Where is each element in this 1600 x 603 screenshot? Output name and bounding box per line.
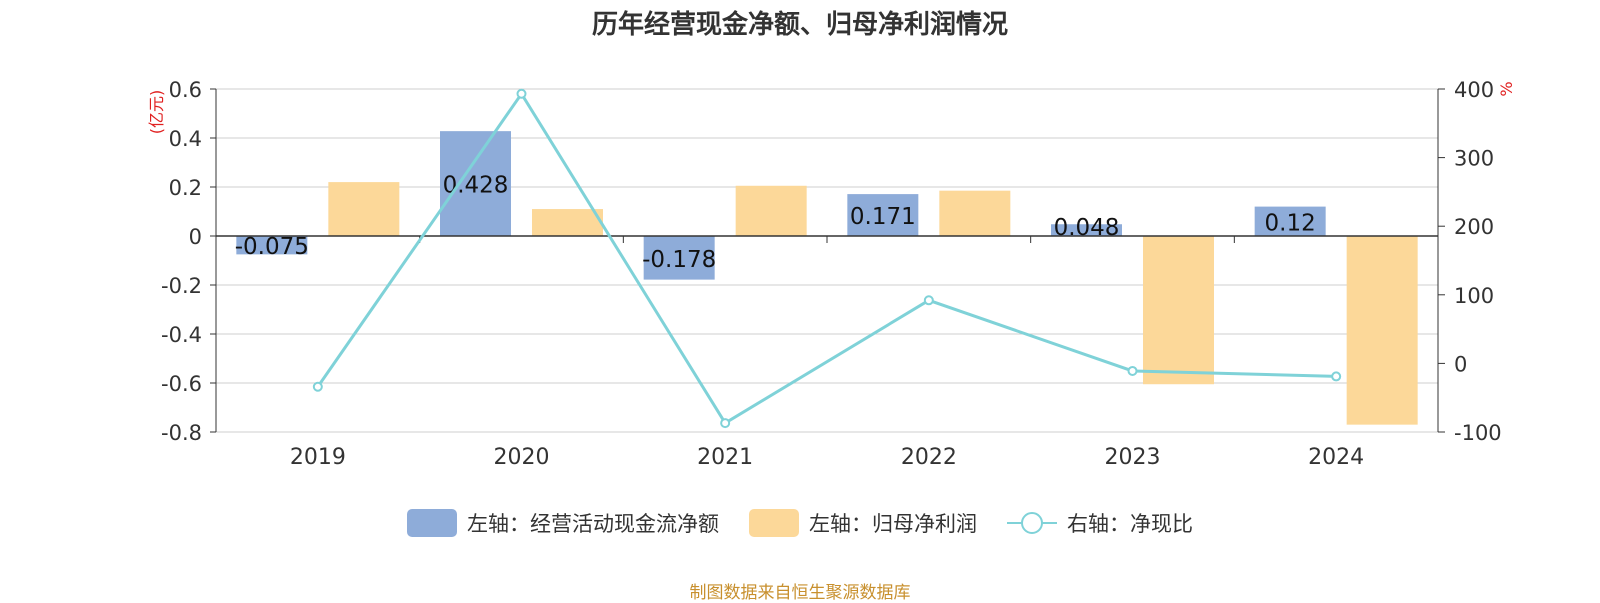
- y-right-tick-label: 0: [1454, 352, 1467, 376]
- y-left-tick-label: -0.6: [161, 372, 202, 396]
- y-right-tick-label: 200: [1454, 215, 1494, 239]
- bar-profit: [532, 209, 603, 236]
- bar-data-label: 0.171: [850, 204, 916, 230]
- chart-area: 0.6 0.4 0.2 0 -0.2 -0.4 -0.6 -0.8 400 300 200 100 0 -…: [147, 78, 1516, 470]
- y-right-tick-label: 300: [1454, 147, 1494, 171]
- legend-label-profit: 左轴：归母净利润: [809, 512, 977, 536]
- y-left-tick-label: -0.8: [161, 421, 202, 445]
- bar-data-label: -0.075: [235, 234, 309, 260]
- y-right-tick-label: 400: [1454, 78, 1494, 102]
- bar-data-label: 0.428: [443, 173, 509, 199]
- x-tick-label: 2023: [1105, 445, 1161, 470]
- y-left-tick-label: 0.2: [169, 176, 202, 200]
- legend-item-ratio[interactable]: 右轴：净现比: [1007, 508, 1193, 538]
- bar-profit: [939, 190, 1011, 236]
- ratio-line: [316, 91, 1337, 426]
- legend: 左轴：经营活动现金流净额 左轴：归母净利润 右轴：净现比: [0, 508, 1600, 538]
- bar-cash: [643, 236, 715, 280]
- x-tick-label: 2020: [494, 445, 550, 470]
- bar-data-label: 0.048: [1054, 215, 1120, 241]
- source-note: 制图数据来自恒生聚源数据库: [689, 583, 911, 603]
- y-left-tick-label: 0.4: [169, 127, 202, 151]
- chart-title: 历年经营现金净额、归母净利润情况: [591, 10, 1008, 40]
- x-tick-label: 2024: [1308, 445, 1364, 470]
- ratio-point: [1331, 371, 1342, 382]
- ratio-point: [516, 88, 527, 99]
- bar-cash: [236, 236, 308, 255]
- x-tick-label: 2022: [901, 445, 957, 470]
- bar-profit: [1346, 236, 1418, 425]
- legend-item-profit[interactable]: 左轴：归母净利润: [749, 508, 977, 538]
- y-left-tick-label: 0.6: [169, 78, 202, 102]
- bar-cash: [440, 131, 511, 236]
- y-left-tick-label: -0.2: [161, 274, 202, 298]
- legend-label-cash: 左轴：经营活动现金流净额: [467, 512, 719, 536]
- bar-cash: [1051, 224, 1122, 236]
- bar-profit: [328, 182, 400, 236]
- y-right-tick-label: 100: [1454, 284, 1494, 308]
- y-left-tick-label: -0.4: [161, 323, 202, 347]
- legend-item-cash[interactable]: 左轴：经营活动现金流净额: [407, 508, 719, 538]
- x-tick-label: 2019: [290, 445, 346, 470]
- ratio-point: [1127, 365, 1138, 376]
- bar-cash: [1254, 206, 1326, 236]
- legend-swatch-cash: [407, 509, 457, 537]
- bar-data-label: -0.178: [642, 247, 716, 273]
- bar-cash: [847, 194, 919, 236]
- y-right-tick-label: -100: [1454, 421, 1502, 445]
- bar-data-label: 0.12: [1265, 210, 1316, 236]
- bar-profit: [1143, 236, 1214, 385]
- y-right-unit-label: %: [1497, 81, 1516, 96]
- x-tick-label: 2021: [697, 445, 753, 470]
- legend-label-ratio: 右轴：净现比: [1067, 512, 1193, 536]
- ratio-point: [923, 295, 934, 306]
- legend-swatch-ratio: [1007, 509, 1057, 537]
- legend-swatch-profit: [749, 509, 799, 537]
- ratio-point: [312, 381, 323, 392]
- y-left-tick-label: 0: [189, 225, 202, 249]
- y-left-unit-label: (亿元): [147, 90, 166, 135]
- bar-profit: [735, 185, 807, 236]
- ratio-point: [720, 418, 731, 429]
